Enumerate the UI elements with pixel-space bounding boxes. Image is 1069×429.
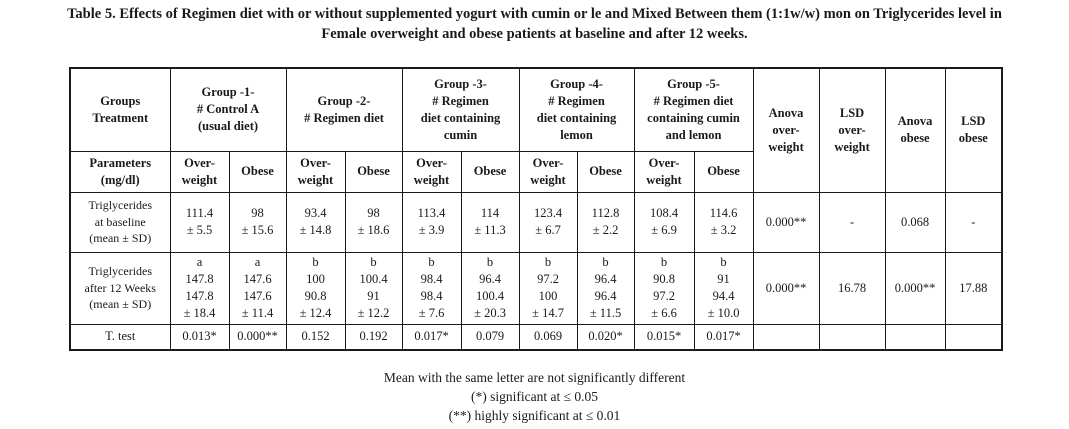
lsd-obese-cell: - <box>944 191 1003 253</box>
table-cell: 0.017* <box>693 323 754 351</box>
table-footnotes: Mean with the same letter are not signif… <box>0 368 1069 425</box>
obese-header: Obese <box>344 150 403 193</box>
anova-obese-cell: 0.000** <box>884 251 946 325</box>
caption-line-1: Table 5. Effects of Regimen diet with or… <box>67 6 1002 22</box>
empty-cell <box>752 323 820 351</box>
empty-cell <box>884 323 946 351</box>
table-cell: 0.152 <box>285 323 346 351</box>
table-cell: 0.069 <box>518 323 578 351</box>
groups-treatment-header: Groups Treatment <box>69 67 171 152</box>
footnote-highly-significant: (**) highly significant at ≤ 0.01 <box>448 408 621 423</box>
row-label-baseline: Triglycerides at baseline (mean ± SD) <box>69 191 171 253</box>
table-cell: 0.013* <box>169 323 230 351</box>
table-cell: 113.4 ± 3.9 <box>401 191 462 253</box>
group-1-header: Group -1- # Control A (usual diet) <box>169 67 287 152</box>
table-cell: b 91 94.4 ± 10.0 <box>693 251 754 325</box>
table-cell: b 98.4 98.4 ± 7.6 <box>401 251 462 325</box>
table-caption: Table 5. Effects of Regimen diet with or… <box>0 4 1069 44</box>
table-cell: b 100.4 91 ± 12.2 <box>344 251 403 325</box>
table-cell: b 100 90.8 ± 12.4 <box>285 251 346 325</box>
table-cell: 0.192 <box>344 323 403 351</box>
table-row: Triglycerides at baseline (mean ± SD) 11… <box>69 191 1003 253</box>
table-cell: b 96.4 100.4 ± 20.3 <box>460 251 520 325</box>
lsd-overweight-header: LSD over- weight <box>818 67 886 193</box>
overweight-header: Over- weight <box>169 150 230 193</box>
anova-obese-header: Anova obese <box>884 67 946 193</box>
anova-overweight-cell: 0.000** <box>752 191 820 253</box>
table-cell: 0.079 <box>460 323 520 351</box>
table-cell: 0.015* <box>633 323 695 351</box>
parameters-header: Parameters (mg/dl) <box>69 150 171 193</box>
lsd-obese-header: LSD obese <box>944 67 1003 193</box>
group-3-header: Group -3- # Regimen diet containing cumi… <box>401 67 520 152</box>
caption-line-2: Female overweight and obese patients at … <box>321 26 748 42</box>
table-row: T. test 0.013* 0.000** 0.152 0.192 0.017… <box>69 323 1003 351</box>
obese-header: Obese <box>460 150 520 193</box>
group-4-header: Group -4- # Regimen diet containing lemo… <box>518 67 635 152</box>
overweight-header: Over- weight <box>401 150 462 193</box>
table-cell: 123.4 ± 6.7 <box>518 191 578 253</box>
table-cell: b 90.8 97.2 ± 6.6 <box>633 251 695 325</box>
overweight-header: Over- weight <box>285 150 346 193</box>
table-cell: 114 ± 11.3 <box>460 191 520 253</box>
lsd-overweight-cell: 16.78 <box>818 251 886 325</box>
table-cell: 98 ± 15.6 <box>228 191 287 253</box>
table-cell: 0.017* <box>401 323 462 351</box>
table-cell: b 97.2 100 ± 14.7 <box>518 251 578 325</box>
footnote-same-letter: Mean with the same letter are not signif… <box>383 370 686 385</box>
table-cell: 0.020* <box>576 323 635 351</box>
subheader-row: Parameters (mg/dl) Over- weight Obese Ov… <box>69 150 1002 193</box>
lsd-overweight-cell: - <box>818 191 886 253</box>
table-cell: b 96.4 96.4 ± 11.5 <box>576 251 635 325</box>
row-label-t-test: T. test <box>69 323 171 351</box>
table-cell: 108.4 ± 6.9 <box>633 191 695 253</box>
obese-header: Obese <box>693 150 754 193</box>
table-cell: 112.8 ± 2.2 <box>576 191 635 253</box>
anova-obese-cell: 0.068 <box>884 191 946 253</box>
table-row: Triglycerides after 12 Weeks (mean ± SD)… <box>69 251 1003 325</box>
table-cell: 0.000** <box>228 323 287 351</box>
table-cell: 114.6 ± 3.2 <box>693 191 754 253</box>
header-row: Groups Treatment Group -1- # Control A (… <box>69 67 1003 193</box>
anova-overweight-header: Anova over- weight <box>752 67 820 193</box>
row-label-after-12-weeks: Triglycerides after 12 Weeks (mean ± SD) <box>69 251 171 325</box>
group-2-header: Group -2- # Regimen diet <box>285 67 403 152</box>
table-cell: 93.4 ± 14.8 <box>285 191 346 253</box>
empty-cell <box>944 323 1003 351</box>
lsd-obese-cell: 17.88 <box>944 251 1003 325</box>
overweight-header: Over- weight <box>633 150 695 193</box>
group-5-header: Group -5- # Regimen diet containing cumi… <box>633 67 754 152</box>
triglycerides-table: Groups Treatment Group -1- # Control A (… <box>69 67 1004 351</box>
empty-cell <box>818 323 886 351</box>
table-cell: 98 ± 18.6 <box>344 191 403 253</box>
anova-overweight-cell: 0.000** <box>752 251 820 325</box>
table-cell: a 147.6 147.6 ± 11.4 <box>228 251 287 325</box>
overweight-header: Over- weight <box>518 150 578 193</box>
footnote-significant: (*) significant at ≤ 0.05 <box>470 389 598 404</box>
obese-header: Obese <box>228 150 287 193</box>
table-cell: 111.4 ± 5.5 <box>169 191 230 253</box>
obese-header: Obese <box>576 150 635 193</box>
table-cell: a 147.8 147.8 ± 18.4 <box>169 251 230 325</box>
